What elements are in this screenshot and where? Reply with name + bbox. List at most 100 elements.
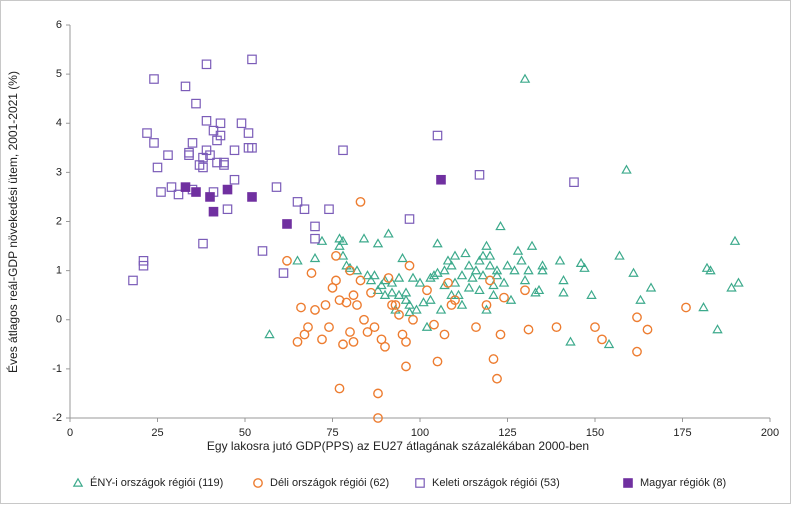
point: [491, 270, 503, 280]
point: [299, 204, 310, 215]
point: [432, 267, 443, 277]
point: [502, 260, 513, 270]
point: [698, 302, 709, 312]
point: [421, 321, 433, 331]
point: [306, 268, 317, 278]
point: [201, 145, 212, 156]
point: [278, 268, 289, 278]
point: [292, 336, 303, 347]
point: [362, 270, 373, 280]
point: [498, 277, 510, 287]
point: [296, 302, 306, 313]
point: [449, 250, 461, 260]
point: [404, 306, 415, 317]
point: [411, 304, 422, 314]
x-tick-label: 150: [586, 427, 604, 439]
point: [163, 150, 173, 160]
point: [512, 245, 524, 255]
point: [579, 262, 590, 272]
point: [523, 265, 534, 275]
point: [520, 285, 530, 296]
point: [632, 346, 642, 357]
point: [247, 54, 257, 65]
point: [492, 373, 502, 384]
point: [470, 265, 482, 275]
point: [282, 219, 292, 229]
point: [495, 221, 506, 231]
point: [362, 327, 373, 337]
point: [404, 260, 415, 271]
point: [372, 284, 384, 295]
point: [309, 252, 321, 263]
point: [442, 255, 454, 265]
point: [597, 334, 607, 345]
point: [390, 300, 401, 310]
point: [621, 164, 632, 174]
point: [499, 292, 509, 303]
point: [425, 272, 436, 282]
point: [681, 302, 691, 313]
point: [474, 170, 485, 180]
point: [632, 312, 642, 323]
point: [404, 214, 415, 224]
point: [191, 187, 201, 197]
legend-label: Keleti országok régiói (53): [432, 477, 560, 489]
point: [554, 255, 566, 265]
point: [184, 150, 194, 160]
point: [229, 145, 240, 156]
point: [394, 309, 404, 320]
point: [376, 279, 387, 290]
point: [271, 182, 282, 192]
point: [201, 115, 212, 126]
point: [439, 265, 450, 275]
point: [481, 300, 492, 310]
point: [436, 174, 446, 185]
point: [484, 250, 496, 260]
point: [635, 294, 646, 304]
point: [397, 252, 408, 263]
point: [366, 287, 376, 298]
point: [316, 235, 328, 245]
point: [393, 272, 405, 282]
point: [467, 272, 478, 282]
y-tick-label: 4: [56, 117, 62, 129]
point: [351, 265, 363, 275]
legend-label: Magyar régiók (8): [640, 477, 726, 489]
y-tick-label: 2: [56, 215, 62, 227]
point: [219, 160, 229, 170]
point: [429, 319, 439, 330]
point: [450, 295, 460, 305]
point: [317, 334, 327, 345]
point: [523, 324, 534, 335]
point: [198, 162, 208, 173]
point: [180, 182, 191, 192]
point: [575, 257, 587, 268]
y-tick-label: 5: [56, 68, 62, 80]
point: [519, 275, 531, 285]
point: [491, 265, 503, 275]
point: [212, 157, 222, 168]
point: [208, 125, 219, 136]
point: [198, 152, 208, 163]
point: [449, 277, 461, 287]
point: [519, 73, 531, 83]
point: [379, 289, 391, 299]
point: [471, 322, 481, 333]
point: [537, 265, 548, 275]
point: [331, 250, 341, 261]
point: [383, 273, 394, 283]
point: [372, 238, 384, 248]
point: [505, 294, 517, 304]
point: [222, 184, 233, 195]
point: [488, 354, 499, 364]
point: [324, 204, 334, 215]
legend-marker: [253, 478, 263, 488]
x-tick-label: 100: [411, 427, 429, 439]
point: [733, 277, 744, 287]
point: [338, 145, 348, 156]
x-tick-label: 25: [151, 427, 163, 439]
point: [310, 305, 320, 315]
point: [187, 138, 198, 148]
y-axis-title: Éves átlagos reál-GDP növekedési ütem, 2…: [5, 71, 20, 373]
point: [310, 233, 320, 244]
